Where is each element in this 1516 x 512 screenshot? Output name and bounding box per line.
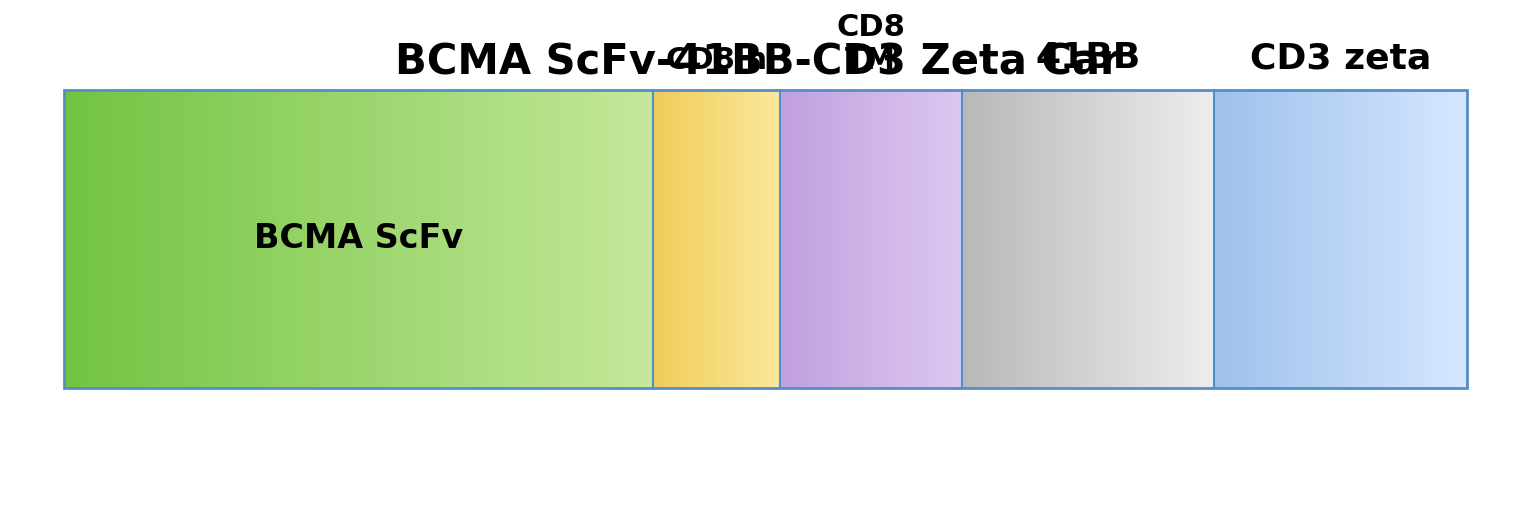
- Bar: [65, 90, 1466, 388]
- Text: CD8 h: CD8 h: [666, 47, 767, 75]
- Text: CD3 zeta: CD3 zeta: [1249, 41, 1431, 75]
- Text: 41BB: 41BB: [1035, 41, 1140, 75]
- Text: CD8
TM: CD8 TM: [837, 13, 905, 75]
- Text: BCMA ScFv: BCMA ScFv: [255, 222, 464, 255]
- Text: BCMA ScFv-41BB-CD3 Zeta Car: BCMA ScFv-41BB-CD3 Zeta Car: [396, 42, 1120, 84]
